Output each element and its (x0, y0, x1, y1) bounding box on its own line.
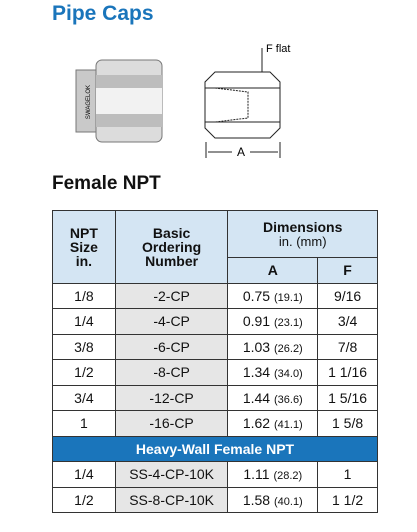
a-mm: (28.2) (273, 470, 303, 483)
a-in: 1.62 (242, 415, 271, 432)
row: 1/2 -8-CP 1.34 (34.0) 1 1/16 (52, 359, 378, 386)
dimension-a: 1.58 (40.1) (227, 486, 319, 513)
ordering-number: SS-4-CP-10K (114, 461, 229, 488)
dimension-a: 1.11 (28.2) (227, 461, 319, 488)
ordering-number: -8-CP (114, 359, 229, 386)
size: 1/8 (52, 282, 116, 309)
dimension-f: 1 1/16 (317, 359, 378, 386)
figure: SWAGELOK F flat A (75, 43, 290, 159)
header-line: Number (145, 252, 199, 269)
header-line: Ordering (142, 238, 202, 255)
dimension-f: 1 5/8 (317, 410, 378, 437)
header-line: NPT (69, 224, 98, 241)
dimension-a: 0.75 (19.1) (227, 282, 319, 309)
a-mm: (23.1) (273, 317, 303, 330)
dimension-a: 0.91 (23.1) (227, 308, 319, 335)
header-line: Basic (152, 224, 191, 241)
a-in: 1.44 (242, 389, 271, 406)
header-size: NPT Size in. (52, 210, 116, 284)
ordering-number: -16-CP (114, 410, 229, 437)
ordering-number: -12-CP (114, 384, 229, 411)
a-in: 1.58 (242, 491, 271, 508)
dimension-f: 3/4 (317, 308, 378, 335)
dimensions: Dimensions (263, 218, 343, 235)
row: 1/2 SS-8-CP-10K 1.58 (40.1) 1 1/2 (52, 486, 378, 513)
a-in: 1.11 (243, 466, 270, 483)
label-f: F flat (266, 43, 290, 55)
dimension-f: 1 (317, 461, 378, 488)
dimension-a: 1.44 (36.6) (227, 384, 319, 411)
ordering-number: -6-CP (114, 333, 229, 360)
header-line: in. (75, 252, 93, 269)
cap-photo: SWAGELOK (75, 59, 163, 143)
dimension-f: 1 1/2 (317, 486, 378, 513)
row: 1 -16-CP 1.62 (41.1) 1 5/8 (52, 410, 378, 437)
header-a: A (227, 257, 319, 284)
dimension-f: 7/8 (317, 333, 378, 360)
a-in: 0.75 (242, 287, 271, 304)
label-a: A (237, 145, 245, 159)
brand: SWAGELOK (86, 85, 92, 119)
a-in: 0.91 (242, 313, 271, 330)
size: 1/2 (52, 359, 116, 386)
section-title: Female NPT (52, 173, 161, 194)
table-body: NPT Size in. Basic Ordering Number Dimension… (52, 210, 378, 513)
ordering-number: -2-CP (114, 282, 229, 309)
dimension-a: 1.34 (34.0) (227, 359, 319, 386)
header-row: NPT Size in. Basic Ordering Number Dimension… (52, 210, 378, 284)
row: 1/4 SS-4-CP-10K 1.11 (28.2) 1 (52, 461, 378, 488)
a-mm: (19.1) (273, 291, 303, 304)
row: 3/4 -12-CP 1.44 (36.6) 1 5/16 (52, 384, 378, 411)
size: 3/4 (52, 384, 116, 411)
a-mm: (41.1) (273, 419, 303, 432)
heavy-title: Heavy-Wall Female NPT (52, 435, 378, 462)
header-row: A F (53, 257, 378, 284)
row: 1/8 -2-CP 0.75 (19.1) 9/16 (52, 282, 378, 309)
header-number: Basic Ordering Number (114, 210, 229, 284)
a-mm: (34.0) (273, 368, 303, 381)
a-in: 1.03 (242, 338, 271, 355)
cap-drawing (204, 48, 281, 158)
size: 1 (52, 410, 116, 437)
size: 3/8 (52, 333, 116, 360)
header-line: Size (69, 238, 98, 255)
dimension-f: 9/16 (317, 282, 378, 309)
header-f: F (317, 257, 378, 284)
row: 3/8 -6-CP 1.03 (26.2) 7/8 (52, 333, 378, 360)
size: 1/2 (52, 486, 116, 513)
table: NPT Size in. Basic Ordering Number Dimension… (52, 210, 378, 513)
units: in. (mm) (278, 233, 327, 249)
a-mm: (40.1) (273, 495, 303, 508)
a-mm: (26.2) (273, 342, 303, 355)
ordering-number: -4-CP (114, 308, 229, 335)
a-in: 1.34 (242, 364, 271, 381)
header-dimensions: Dimensions in. (mm) (227, 210, 378, 258)
dimension-f: 1 5/16 (317, 384, 378, 411)
size: 1/4 (52, 461, 116, 488)
size: 1/4 (52, 308, 116, 335)
title: Pipe Caps (52, 2, 154, 25)
section-row: Heavy-Wall Female NPT (52, 435, 378, 462)
ordering-number: SS-8-CP-10K (114, 486, 229, 513)
a-mm: (36.6) (273, 393, 303, 406)
row: 1/4 -4-CP 0.91 (23.1) 3/4 (52, 308, 378, 335)
dimension-a: 1.62 (41.1) (227, 410, 319, 437)
dimension-a: 1.03 (26.2) (227, 333, 319, 360)
